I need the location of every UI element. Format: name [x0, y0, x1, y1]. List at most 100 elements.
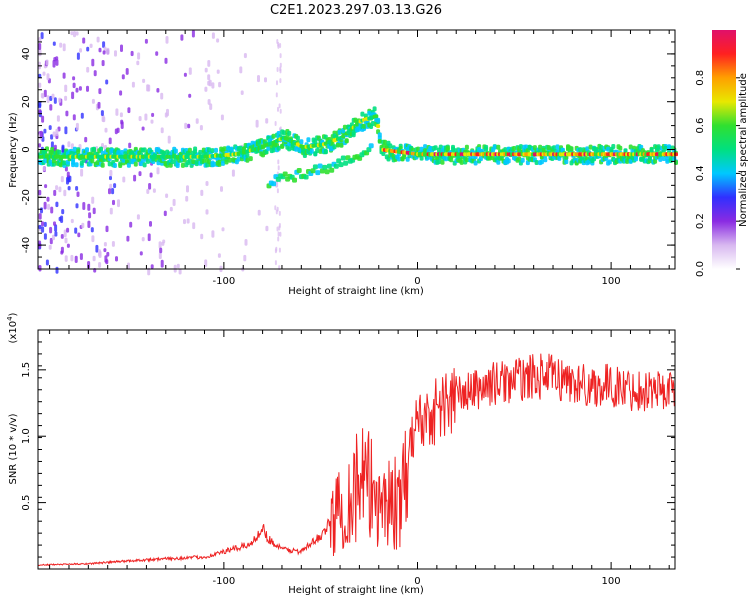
heatmap-ridge-cell [518, 144, 523, 150]
heatmap-noise-cell [186, 185, 189, 193]
heatmap-streak-cell [277, 43, 280, 49]
heatmap-ridge-cell [221, 160, 225, 166]
heatmap-streak-cell [274, 121, 277, 126]
heatmap-noise-cell [205, 209, 209, 215]
heatmap-noise-cell [40, 32, 44, 40]
heatmap-noise-cell [165, 36, 169, 44]
heatmap-noise-cell [138, 171, 142, 177]
heatmap-noise-cell [60, 176, 64, 183]
heatmap-noise-cell [200, 233, 204, 240]
heatmap-noise-cell [216, 69, 220, 74]
heatmap-noise-cell [176, 263, 180, 269]
snr-y-tick-label: 1.5 [21, 362, 32, 378]
snr-x-tick-label: 100 [602, 576, 621, 587]
spectrogram-heatmap [38, 30, 678, 276]
heatmap-ridge-cell [133, 161, 138, 167]
heatmap-ridge-cell [578, 147, 583, 153]
heatmap-ridge-cell [299, 139, 304, 145]
svg-text:(x104): (x104) [6, 312, 19, 343]
heatmap-ridge-cell [653, 158, 658, 164]
heatmap-streak-cell [276, 67, 279, 72]
heatmap-noise-cell [41, 93, 45, 99]
heatmap-noise-cell [265, 225, 269, 232]
heatmap-noise-cell [207, 74, 211, 81]
heatmap-noise-cell [164, 57, 168, 64]
heatmap-noise-cell [64, 84, 68, 93]
snr-x-tick-label: -100 [213, 576, 236, 587]
heatmap-secondary-cell [366, 147, 372, 153]
heatmap-noise-cell [84, 136, 88, 143]
heatmap-noise-cell [231, 169, 235, 177]
heatmap-noise-cell [50, 206, 54, 214]
heatmap-streak-cell [277, 231, 280, 237]
heatmap-ridge-cell [484, 144, 489, 150]
heatmap-noise-cell [50, 134, 54, 140]
heatmap-noise-cell [91, 58, 95, 67]
heatmap-ridge-cell [287, 130, 292, 136]
heatmap-ridge-cell [315, 148, 320, 154]
heatmap-ridge-cell [266, 145, 271, 151]
heatmap-noise-cell [243, 254, 247, 262]
heatmap-noise-cell [38, 37, 42, 43]
heatmap-noise-cell [216, 38, 220, 43]
heatmap-ridge-cell [586, 159, 591, 165]
heatmap-ridge-cell [464, 144, 469, 150]
heatmap-ridge-cell [227, 157, 232, 163]
heatmap-ridge-cell [552, 145, 557, 151]
heatmap-noise-cell [184, 122, 188, 130]
heatmap-streak-cell [277, 106, 279, 112]
heatmap-noise-cell [187, 123, 191, 129]
heatmap-secondary-cell [326, 163, 332, 169]
heatmap-noise-cell [53, 221, 56, 226]
heatmap-ridge-cell [245, 153, 250, 158]
heatmap-secondary-cell [368, 143, 374, 149]
heatmap-ridge-cell [658, 156, 663, 162]
heatmap-ridge-cell [71, 162, 76, 168]
heatmap-noise-cell [49, 226, 53, 234]
heatmap-ridge-cell [538, 144, 543, 150]
heatmap-noise-cell [87, 203, 91, 211]
heatmap-noise-cell [76, 52, 80, 60]
heatmap-noise-cell [131, 81, 135, 88]
heatmap-noise-cell [74, 227, 78, 234]
heatmap-noise-cell [64, 95, 68, 101]
heatmap-noise-cell [52, 41, 56, 46]
heatmap-streak-cell [279, 66, 282, 72]
heatmap-ridge-cell [433, 145, 438, 151]
heatmap-noise-cell [91, 235, 95, 243]
heatmap-ridge-cell [337, 129, 342, 135]
heatmap-noise-cell [66, 171, 70, 178]
heatmap-noise-cell [41, 226, 45, 233]
heatmap-noise-cell [207, 60, 211, 67]
heatmap-secondary-cell [303, 174, 309, 180]
heatmap-noise-cell [61, 209, 65, 215]
heatmap-streak-cell [277, 236, 280, 242]
heatmap-secondary-cell [324, 169, 330, 175]
heatmap-streak-cell [279, 53, 282, 59]
heatmap-ridge-cell [222, 146, 227, 152]
heatmap-noise-cell [75, 186, 79, 191]
heatmap-ridge-cell [187, 158, 192, 164]
heatmap-ridge-cell [606, 146, 611, 152]
heatmap-noise-cell [75, 203, 79, 209]
heatmap-ridge-cell [191, 159, 196, 165]
heatmap-noise-cell [43, 128, 47, 134]
heatmap-noise-cell [48, 125, 52, 130]
spectrogram-x-label: Height of straight line (km) [288, 286, 424, 297]
heatmap-noise-cell [80, 168, 84, 177]
heatmap-streak-cell [277, 159, 280, 165]
heatmap-noise-cell [191, 30, 195, 38]
colorbar-ticks: 0.0 0.2 0.4 0.6 0.8 [695, 70, 740, 277]
heatmap-noise-cell [58, 97, 62, 103]
heatmap-noise-cell [81, 222, 85, 229]
heatmap-secondary-cell [317, 163, 323, 169]
heatmap-noise-cell [96, 36, 100, 43]
heatmap-noise-cell [98, 47, 102, 53]
heatmap-noise-cell [60, 234, 64, 239]
heatmap-noise-cell [50, 141, 54, 149]
heatmap-noise-cell [54, 224, 58, 232]
heatmap-ridge-cell [173, 148, 178, 154]
heatmap-noise-cell [150, 264, 154, 269]
heatmap-ridge-cell [187, 147, 192, 153]
heatmap-noise-cell [207, 99, 211, 105]
